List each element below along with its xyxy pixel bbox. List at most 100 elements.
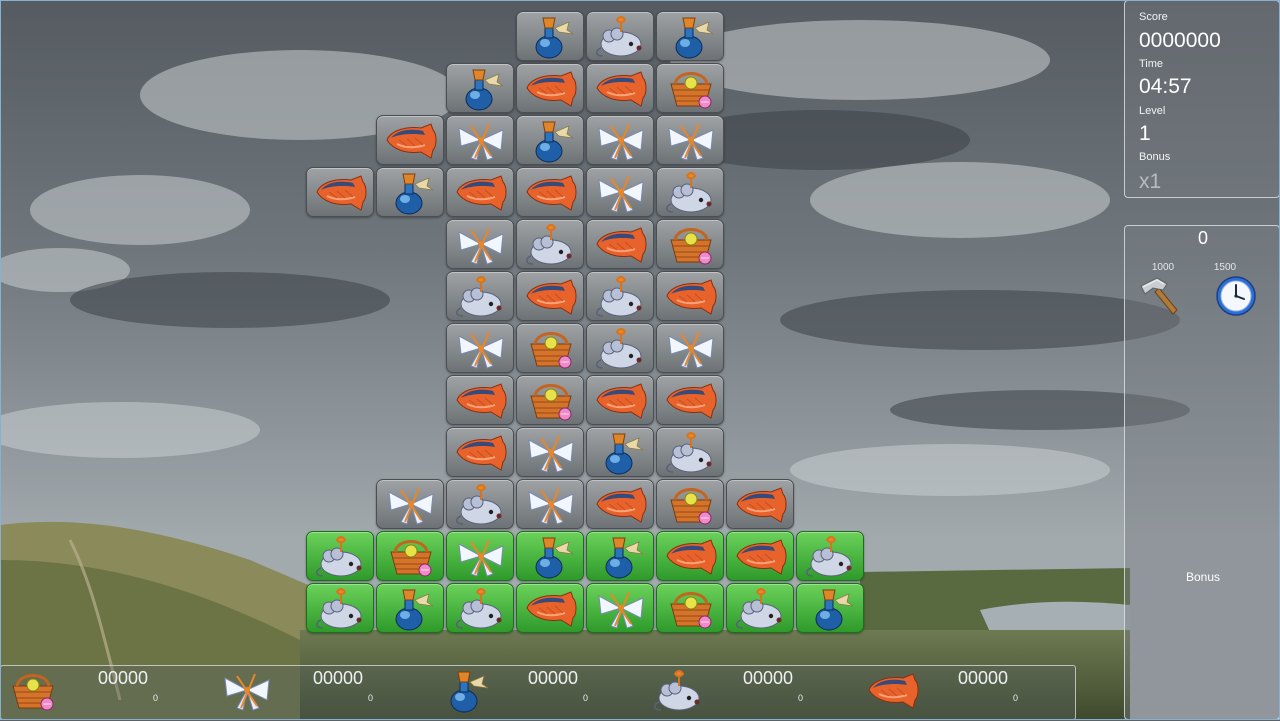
tile-fish[interactable] [446, 167, 514, 217]
tile-fish[interactable] [446, 375, 514, 425]
tile-bow[interactable] [656, 115, 724, 165]
basket-icon [670, 228, 712, 265]
time-value: 04:57 [1139, 75, 1192, 98]
tile-fish[interactable] [516, 167, 584, 217]
hammer-icon[interactable] [1137, 274, 1191, 318]
tile-bow[interactable] [516, 479, 584, 529]
tile-mouse[interactable] [306, 531, 374, 581]
goal-score: 00000 [98, 668, 149, 688]
tile-basket[interactable] [516, 323, 584, 373]
tile-fish[interactable] [306, 167, 374, 217]
tile-fish[interactable] [726, 531, 794, 581]
goal-basket: 00000 0 [1, 666, 216, 721]
tile-bow[interactable] [586, 115, 654, 165]
bow-icon [668, 331, 714, 369]
level-value: 1 [1139, 122, 1151, 145]
mouse-icon [316, 536, 362, 577]
bow-icon [598, 591, 644, 629]
tile-fish[interactable] [376, 115, 444, 165]
tile-fish[interactable] [586, 63, 654, 113]
fish-icon [456, 435, 507, 471]
bottle-icon [605, 537, 644, 579]
tile-mouse[interactable] [726, 583, 794, 633]
tile-bottle[interactable] [446, 63, 514, 113]
tile-bottle[interactable] [796, 583, 864, 633]
tile-fish[interactable] [516, 63, 584, 113]
goal-count: 0 [153, 693, 159, 703]
tile-mouse[interactable] [656, 427, 724, 477]
tile-bow[interactable] [446, 323, 514, 373]
tile-bow[interactable] [446, 219, 514, 269]
tile-bow[interactable] [446, 115, 514, 165]
tile-mouse[interactable] [796, 531, 864, 581]
bonus-label: Bonus [1185, 570, 1221, 584]
tile-bow[interactable] [586, 167, 654, 217]
score-label: Score [1139, 11, 1168, 23]
tile-fish[interactable] [656, 271, 724, 321]
bottle-icon [535, 121, 574, 163]
tile-fish[interactable] [516, 583, 584, 633]
mouse-icon [806, 536, 852, 577]
fish-icon [316, 175, 367, 211]
tile-fish[interactable] [726, 479, 794, 529]
basket-icon [3, 668, 63, 714]
clock-icon[interactable] [1209, 274, 1263, 318]
tile-bottle[interactable] [516, 531, 584, 581]
bow-icon [458, 123, 504, 161]
fish-icon [736, 539, 787, 575]
tile-bottle[interactable] [656, 11, 724, 61]
tile-bow[interactable] [516, 427, 584, 477]
tile-mouse[interactable] [516, 219, 584, 269]
mouse-icon [316, 588, 362, 629]
tile-bow[interactable] [586, 583, 654, 633]
tile-bottle[interactable] [376, 167, 444, 217]
bottle-icon [815, 589, 854, 631]
mouse-icon [666, 432, 712, 473]
fish-icon [456, 383, 507, 419]
tile-fish[interactable] [446, 427, 514, 477]
tile-mouse[interactable] [586, 271, 654, 321]
tile-basket[interactable] [656, 479, 724, 529]
score-value: 0000000 [1139, 29, 1221, 52]
tile-bottle[interactable] [516, 11, 584, 61]
tile-bottle[interactable] [586, 531, 654, 581]
fish-icon [666, 383, 717, 419]
mouse-icon [596, 276, 642, 317]
tile-bottle[interactable] [516, 115, 584, 165]
tile-basket[interactable] [376, 531, 444, 581]
tile-mouse[interactable] [586, 11, 654, 61]
tile-fish[interactable] [656, 375, 724, 425]
tile-fish[interactable] [586, 375, 654, 425]
tile-bow[interactable] [656, 323, 724, 373]
basket-icon [670, 488, 712, 525]
basket-icon [670, 592, 712, 629]
tile-basket[interactable] [656, 63, 724, 113]
tile-basket[interactable] [656, 219, 724, 269]
mouse-icon [666, 172, 712, 213]
goal-mouse: 00000 0 [646, 666, 861, 721]
tile-mouse[interactable] [446, 271, 514, 321]
tile-basket[interactable] [516, 375, 584, 425]
tile-basket[interactable] [656, 583, 724, 633]
tile-bow[interactable] [446, 531, 514, 581]
tile-mouse[interactable] [656, 167, 724, 217]
tile-mouse[interactable] [446, 583, 514, 633]
fish-icon [386, 123, 437, 159]
tile-fish[interactable] [516, 271, 584, 321]
bottle-icon [436, 668, 496, 714]
goal-bottle: 00000 0 [431, 666, 646, 721]
goal-count: 0 [1013, 693, 1019, 703]
tile-bow[interactable] [376, 479, 444, 529]
tile-bottle[interactable] [376, 583, 444, 633]
fish-icon [526, 71, 577, 107]
tile-mouse[interactable] [446, 479, 514, 529]
bow-icon [528, 487, 574, 525]
tile-fish[interactable] [656, 531, 724, 581]
tile-mouse[interactable] [306, 583, 374, 633]
tile-bottle[interactable] [586, 427, 654, 477]
bow-icon [598, 175, 644, 213]
tile-fish[interactable] [586, 219, 654, 269]
tile-mouse[interactable] [586, 323, 654, 373]
fish-icon [526, 279, 577, 315]
tile-fish[interactable] [586, 479, 654, 529]
